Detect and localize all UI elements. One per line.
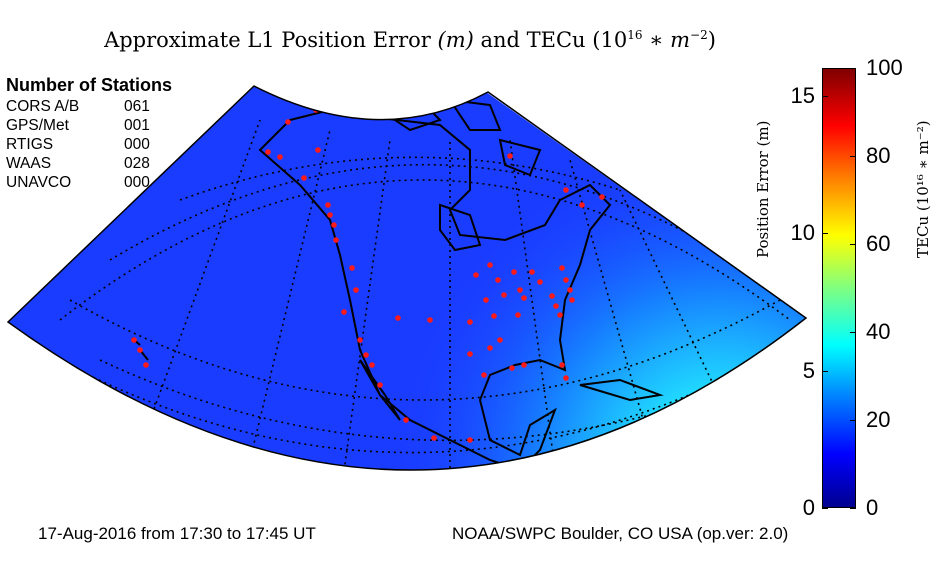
station-dots — [131, 107, 605, 465]
station-dot — [467, 319, 473, 325]
map-projection — [8, 86, 806, 471]
tecu-tick — [850, 332, 856, 333]
source-caption: NOAA/SWPC Boulder, CO USA (op.ver: 2.0) — [452, 524, 789, 543]
station-dot — [487, 262, 493, 268]
tecu-tick-label: 20 — [866, 407, 891, 432]
station-dot — [137, 347, 143, 353]
station-dot — [481, 372, 487, 378]
station-dot — [325, 202, 331, 208]
station-dot — [277, 154, 283, 160]
station-dot — [511, 269, 517, 275]
station-dot — [327, 212, 333, 218]
station-dot — [357, 337, 363, 343]
station-dot — [497, 337, 503, 343]
station-dot — [563, 375, 569, 381]
station-row: UNAVCO 000 — [6, 174, 150, 191]
station-dot — [579, 202, 585, 208]
station-dot — [559, 362, 565, 368]
station-dot — [563, 277, 569, 283]
station-dot — [285, 119, 291, 125]
tecu-tick-label: 100 — [866, 55, 903, 80]
station-row: RTIGS 000 — [6, 136, 150, 153]
station-dot — [521, 295, 527, 301]
position-error-tick-label: 15 — [790, 82, 815, 108]
position-error-tick — [822, 508, 828, 509]
station-dot — [467, 437, 473, 443]
map-border — [6, 85, 808, 471]
chart-title: Approximate L1 Position Error (m) and TE… — [104, 28, 716, 52]
position-error-axis-label: Position Error (m) — [754, 120, 772, 258]
station-dot — [501, 292, 507, 298]
station-dot — [331, 222, 337, 228]
station-dot — [517, 459, 523, 465]
tecu-tick-label: 0 — [866, 495, 879, 520]
station-dot — [553, 303, 559, 309]
position-error-tick-label: 5 — [802, 357, 815, 383]
station-row: GPS/Met 001 — [6, 117, 150, 134]
station-row: CORS A/B 061 — [6, 98, 150, 115]
station-dot — [467, 351, 473, 357]
station-row: WAAS 028 — [6, 155, 150, 172]
position-error-tick — [822, 95, 828, 97]
station-dot — [509, 365, 515, 371]
station-dot — [557, 312, 563, 318]
tecu-tick — [850, 244, 856, 245]
tecu-tick — [850, 508, 856, 509]
station-dot — [301, 175, 307, 181]
station-counts: Number of Stations CORS A/B 061 GPS/Met 00… — [6, 76, 172, 192]
station-dot — [559, 265, 565, 271]
station-dot — [403, 417, 409, 423]
station-dot — [491, 313, 497, 319]
station-dot — [563, 187, 569, 193]
tecu-tick — [850, 156, 856, 157]
position-error-tick — [822, 233, 828, 234]
station-dot — [341, 309, 347, 315]
tecu-tick — [850, 420, 856, 421]
tecu-tick-label: 80 — [866, 143, 891, 168]
station-dot — [515, 312, 521, 318]
station-dot — [369, 362, 375, 368]
position-error-tick-label: 0 — [802, 495, 815, 520]
station-dot — [333, 237, 339, 243]
tecu-tick — [850, 68, 856, 69]
station-dot — [549, 293, 555, 299]
station-dot — [349, 265, 355, 271]
station-dot — [353, 287, 359, 293]
station-dot — [517, 287, 523, 293]
station-dot — [529, 269, 535, 275]
station-dot — [521, 362, 527, 368]
position-error-tick — [822, 370, 828, 372]
station-dot — [473, 272, 479, 278]
tecu-axis-label: TECu (10¹⁶ ∗ m⁻²) — [914, 120, 932, 258]
station-dot — [377, 382, 383, 388]
station-dot — [495, 277, 501, 283]
station-dot — [483, 297, 489, 303]
station-dot — [427, 317, 433, 323]
position-error-tick-label: 10 — [790, 220, 815, 245]
station-dot — [431, 435, 437, 441]
station-dot — [567, 287, 573, 293]
station-counts-heading: Number of Stations — [6, 75, 173, 95]
timestamp-caption: 17-Aug-2016 from 17:30 to 17:45 UT — [38, 524, 316, 543]
tecu-tick-label: 40 — [866, 319, 891, 344]
station-dot — [315, 147, 321, 153]
station-dot — [131, 337, 137, 343]
station-dot — [487, 345, 493, 351]
tecu-tick-label: 60 — [866, 231, 891, 256]
station-dot — [537, 279, 543, 285]
station-dot — [507, 153, 513, 159]
station-dot — [265, 149, 271, 155]
station-dot — [395, 315, 401, 321]
station-dot — [569, 297, 575, 303]
station-dot — [599, 194, 605, 200]
station-dot — [363, 352, 369, 358]
station-dot — [143, 362, 149, 368]
colorbar — [822, 68, 856, 508]
